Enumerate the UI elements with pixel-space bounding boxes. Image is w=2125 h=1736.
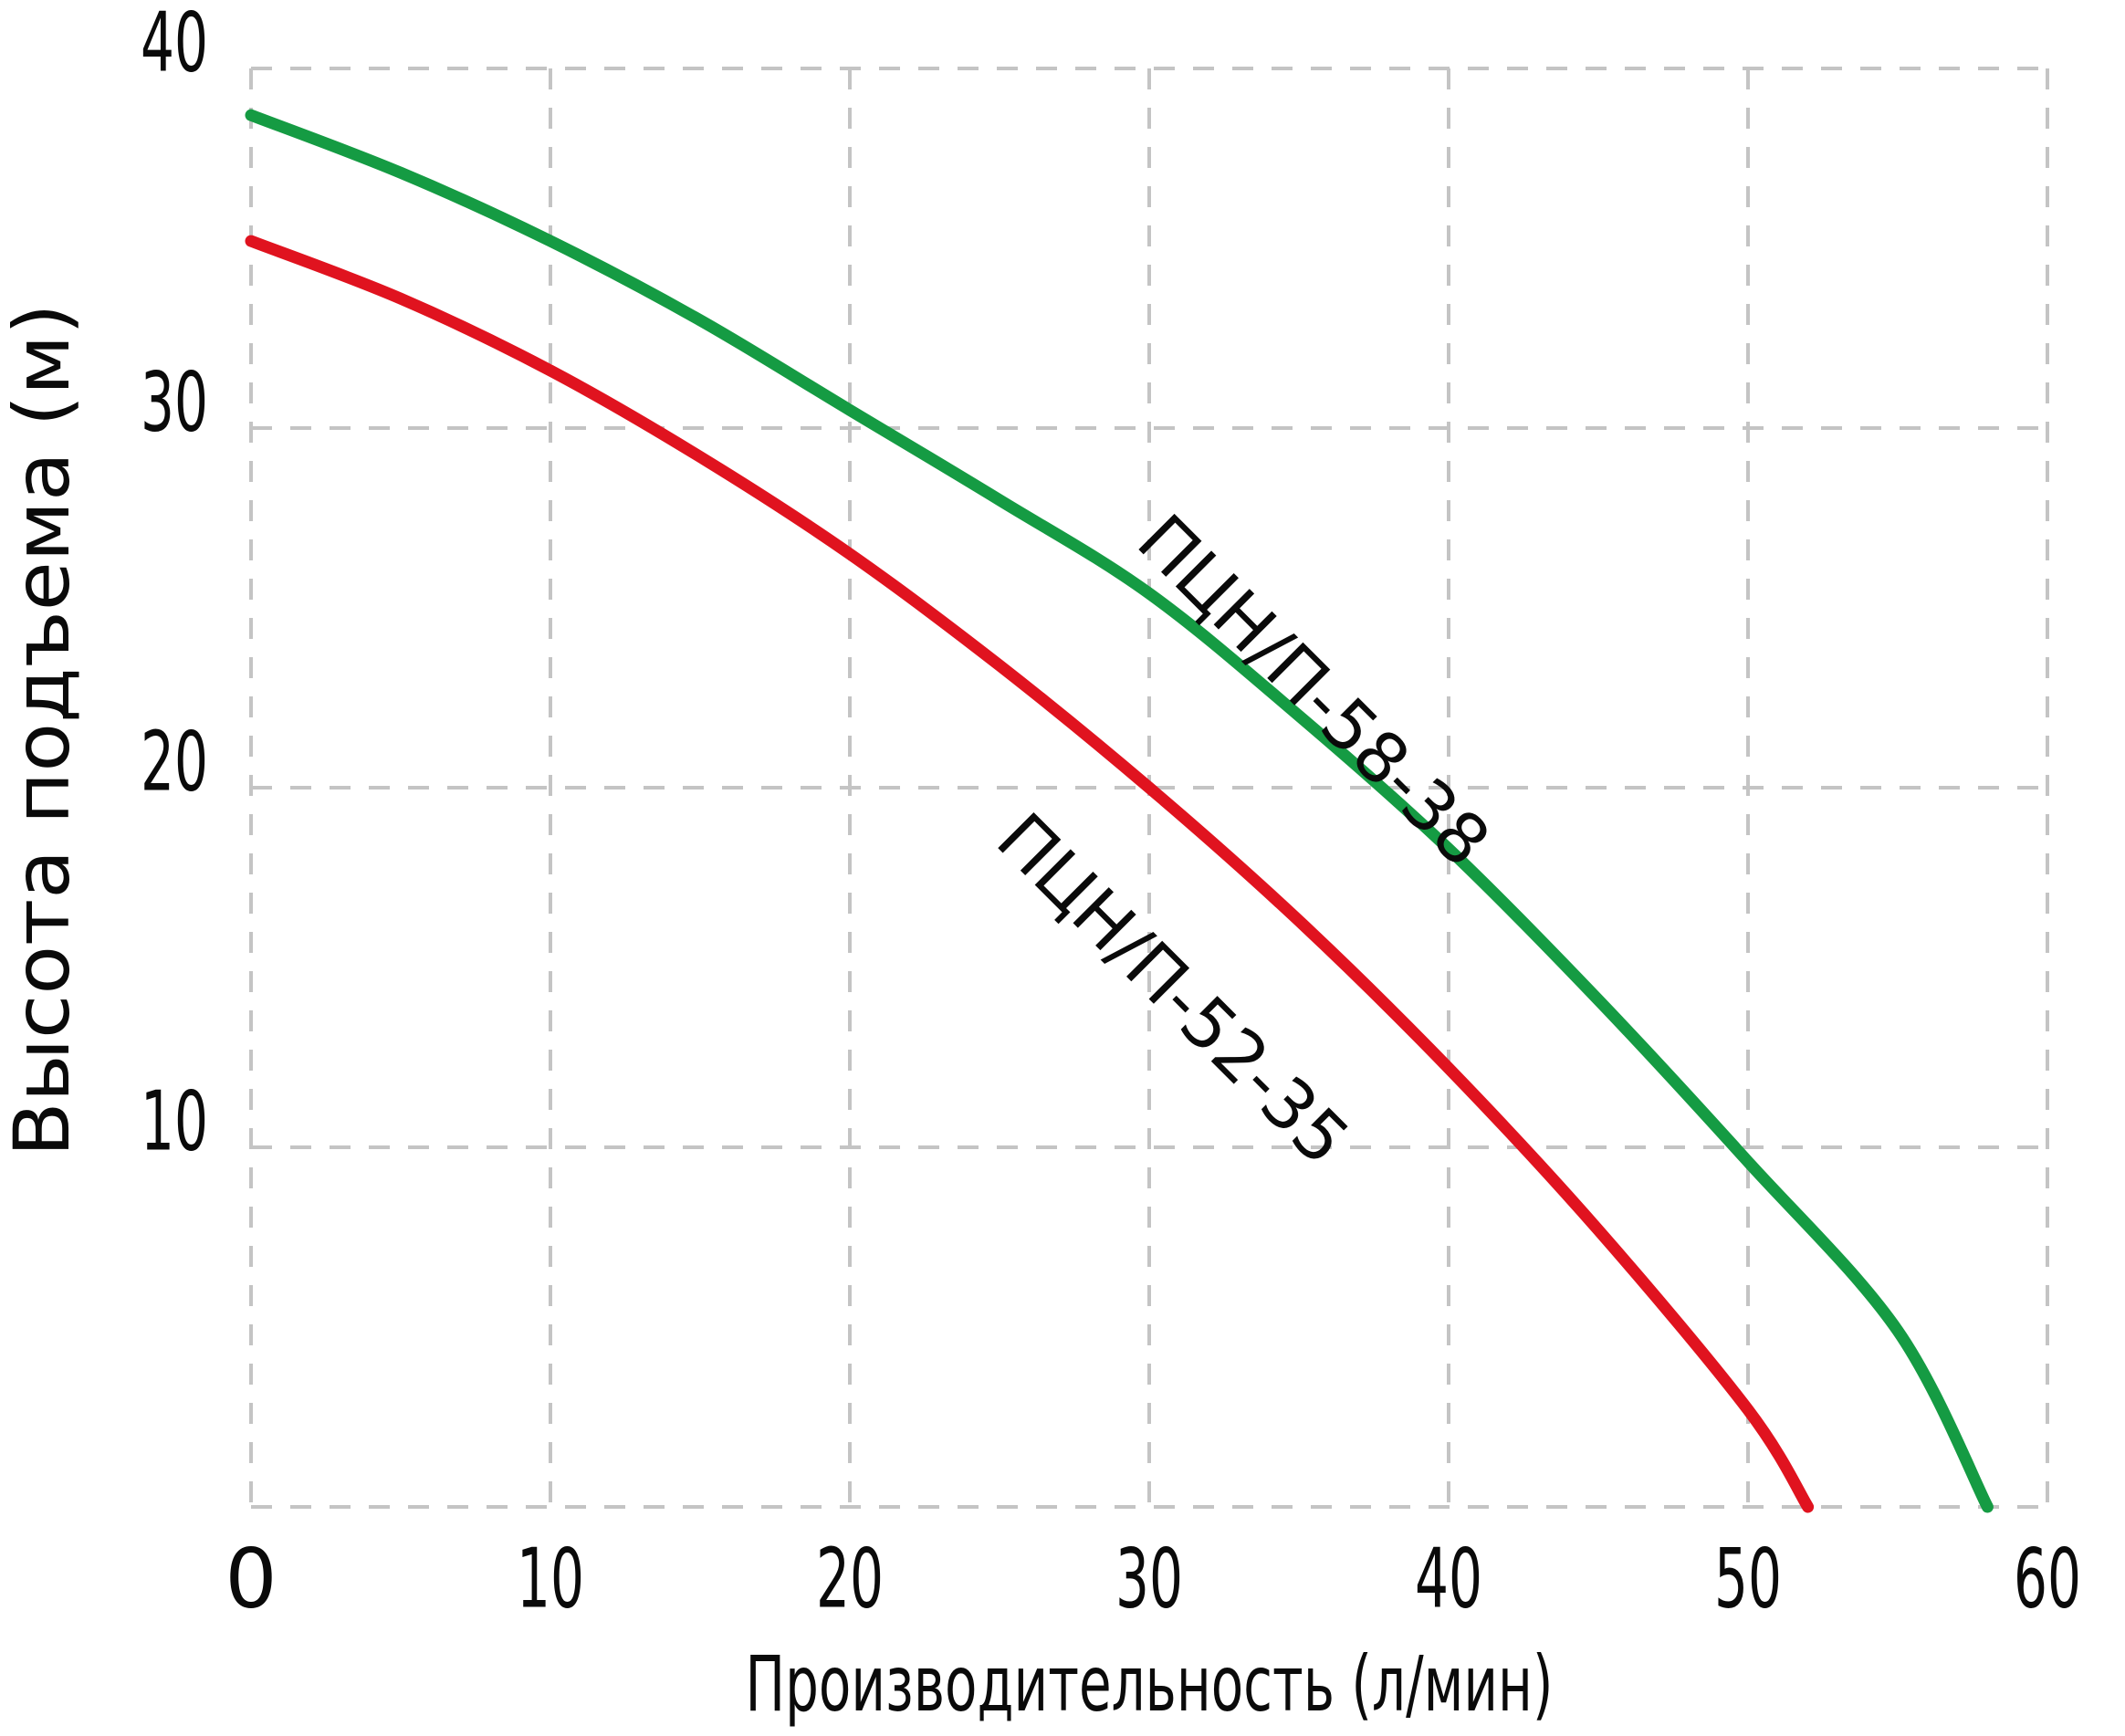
x-tick-label-20: 20: [816, 1532, 884, 1627]
tick-labels-layer: 0 10 20 30 40 50 60 10 20 30 40: [141, 0, 2081, 1627]
x-tick-label-0: 0: [225, 1532, 277, 1627]
pump-curve-58-38: [245, 109, 1994, 1513]
x-tick-label-40: 40: [1415, 1532, 1482, 1627]
y-tick-label-30: 30: [141, 355, 208, 451]
y-tick-label-40: 40: [141, 0, 208, 91]
pump-curve-label-52-35: ПЦН/П-52-35: [981, 798, 1365, 1181]
x-tick-label-10: 10: [517, 1532, 584, 1627]
pump-curve-52-35: [245, 235, 1815, 1513]
x-tick-label-60: 60: [2014, 1532, 2081, 1627]
x-tick-label-30: 30: [1115, 1532, 1183, 1627]
x-axis-title: Производительность (л/мин): [746, 1639, 1554, 1729]
grid-layer: [249, 67, 2049, 1509]
y-tick-label-10: 10: [141, 1074, 208, 1170]
y-axis-title: Высота подъема (м): [0, 304, 87, 1157]
y-tick-label-20: 20: [141, 715, 208, 810]
curves-layer: [245, 109, 1994, 1513]
x-tick-label-50: 50: [1714, 1532, 1782, 1627]
